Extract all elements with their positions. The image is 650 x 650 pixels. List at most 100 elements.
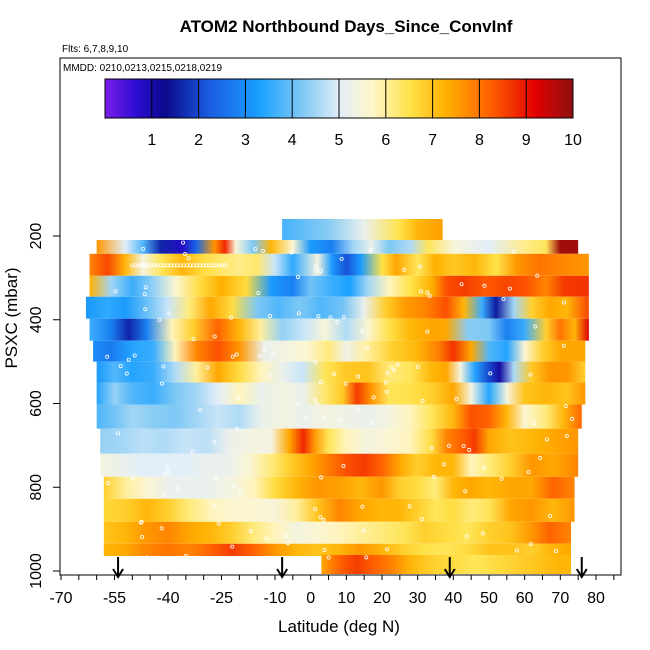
sample-marker bbox=[515, 548, 520, 553]
sample-marker bbox=[459, 282, 464, 287]
sample-marker bbox=[167, 311, 172, 316]
sample-marker bbox=[223, 263, 228, 268]
sample-marker bbox=[507, 286, 512, 291]
sample-marker bbox=[364, 555, 369, 560]
sample-marker bbox=[343, 381, 348, 386]
sample-marker bbox=[205, 365, 210, 370]
sample-marker bbox=[312, 398, 317, 403]
sample-marker bbox=[463, 489, 468, 494]
sample-marker bbox=[262, 347, 267, 352]
sample-marker bbox=[212, 504, 217, 509]
sample-marker bbox=[198, 408, 203, 413]
sample-marker bbox=[425, 290, 430, 295]
colorbar-tick-label: 6 bbox=[381, 132, 390, 149]
chart-title: ATOM2 Northbound Days_Since_ConvInf bbox=[180, 17, 513, 36]
sample-marker bbox=[360, 504, 365, 509]
colorbar-tick-label: 10 bbox=[564, 132, 582, 149]
sample-marker bbox=[144, 555, 149, 560]
sample-marker bbox=[303, 415, 308, 420]
profile-arrow bbox=[112, 557, 124, 579]
sample-marker bbox=[289, 250, 294, 255]
colorbar-tick-label: 3 bbox=[241, 132, 250, 149]
sample-marker bbox=[157, 317, 162, 322]
x-tick-label: 40 bbox=[444, 590, 462, 607]
heatmap-row bbox=[103, 498, 575, 522]
heatmap-row bbox=[96, 382, 586, 405]
sample-marker bbox=[528, 372, 533, 377]
y-axis: 200 400 600 800 1000 bbox=[28, 223, 61, 589]
sample-marker bbox=[429, 446, 434, 451]
x-tick-label: -55 bbox=[103, 590, 126, 607]
sample-marker bbox=[319, 475, 324, 480]
heatmap-row bbox=[103, 521, 572, 544]
sample-marker bbox=[116, 431, 121, 436]
sample-marker bbox=[425, 329, 430, 334]
heatmap-row bbox=[96, 361, 586, 383]
sample-marker bbox=[321, 416, 326, 421]
sample-marker bbox=[143, 285, 148, 290]
sample-marker bbox=[165, 465, 170, 470]
x-tick-label: 50 bbox=[480, 590, 498, 607]
sample-marker bbox=[181, 240, 186, 245]
sample-marker bbox=[326, 555, 331, 560]
heatmap-row bbox=[103, 543, 572, 556]
colorbar-tick-label: 4 bbox=[288, 132, 297, 149]
y-tick-label: 800 bbox=[28, 474, 45, 501]
sample-marker bbox=[321, 517, 326, 522]
colorbar-tick-label: 1 bbox=[147, 132, 156, 149]
sample-marker bbox=[335, 320, 340, 325]
sample-marker bbox=[553, 548, 558, 553]
sample-marker bbox=[162, 492, 167, 497]
sample-marker bbox=[339, 256, 344, 261]
sample-marker bbox=[216, 521, 221, 526]
sample-marker bbox=[561, 343, 566, 348]
sample-marker bbox=[183, 553, 188, 558]
colorbar-tick-label: 9 bbox=[522, 132, 531, 149]
sample-marker bbox=[253, 247, 258, 252]
y-tick-label: 400 bbox=[28, 306, 45, 333]
x-tick-label: -25 bbox=[210, 590, 233, 607]
sample-marker bbox=[331, 372, 336, 377]
sample-marker bbox=[432, 474, 437, 479]
sample-marker bbox=[159, 381, 164, 386]
sample-marker bbox=[464, 534, 469, 539]
x-axis: -70 -55 -40 -25 -10 0 10 20 30 40 50 60 70 80 bbox=[49, 574, 615, 607]
y-tick-label: 600 bbox=[28, 390, 45, 417]
sample-marker bbox=[341, 315, 346, 320]
x-tick-label: -10 bbox=[263, 590, 286, 607]
sample-marker bbox=[415, 364, 420, 369]
sample-marker bbox=[283, 533, 288, 538]
heatmap-row bbox=[96, 404, 582, 429]
y-tick-label: 1000 bbox=[28, 553, 45, 589]
sample-marker bbox=[482, 283, 487, 288]
heatmap bbox=[85, 219, 589, 574]
sample-marker bbox=[322, 548, 327, 553]
sample-marker bbox=[267, 373, 272, 378]
sample-marker bbox=[419, 289, 424, 294]
sample-marker bbox=[143, 307, 148, 312]
sample-marker bbox=[126, 357, 131, 362]
y-tick-label: 200 bbox=[28, 223, 45, 250]
heatmap-row bbox=[321, 555, 572, 574]
sample-marker bbox=[318, 268, 323, 273]
sample-marker bbox=[190, 449, 195, 454]
sample-marker bbox=[256, 290, 261, 295]
sample-marker bbox=[142, 292, 147, 297]
heatmap-row bbox=[282, 219, 443, 240]
sample-marker bbox=[212, 440, 217, 445]
sample-marker bbox=[419, 517, 424, 522]
heatmap-row bbox=[93, 340, 586, 362]
sample-marker bbox=[267, 314, 272, 319]
sample-marker bbox=[564, 434, 569, 439]
x-tick-label: 70 bbox=[551, 590, 569, 607]
profile-arrow bbox=[575, 557, 588, 579]
x-tick-label: 80 bbox=[587, 590, 605, 607]
sample-marker bbox=[365, 345, 370, 350]
sample-marker bbox=[228, 315, 233, 320]
x-tick-label: 60 bbox=[516, 590, 534, 607]
sample-marker bbox=[355, 408, 360, 413]
profile-arrows bbox=[112, 557, 588, 579]
sample-marker bbox=[314, 267, 319, 272]
sample-marker bbox=[212, 334, 217, 339]
